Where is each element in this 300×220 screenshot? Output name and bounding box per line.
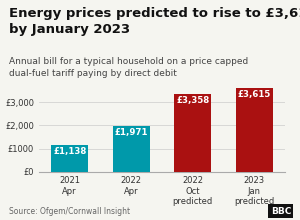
Text: Energy prices predicted to rise to £3,615
by January 2023: Energy prices predicted to rise to £3,61… xyxy=(9,7,300,36)
Text: £1,138: £1,138 xyxy=(53,147,86,156)
Text: £1,971: £1,971 xyxy=(115,128,148,137)
Bar xyxy=(236,88,273,172)
Bar xyxy=(174,94,211,172)
Text: £3,358: £3,358 xyxy=(176,96,209,105)
Text: BBC: BBC xyxy=(271,207,291,216)
Text: Annual bill for a typical household on a price capped
dual-fuel tariff paying by: Annual bill for a typical household on a… xyxy=(9,57,248,78)
Bar xyxy=(51,145,88,172)
Bar xyxy=(113,126,150,172)
Text: £3,615: £3,615 xyxy=(238,90,271,99)
Text: Source: Ofgem/Cornwall Insight: Source: Ofgem/Cornwall Insight xyxy=(9,207,130,216)
